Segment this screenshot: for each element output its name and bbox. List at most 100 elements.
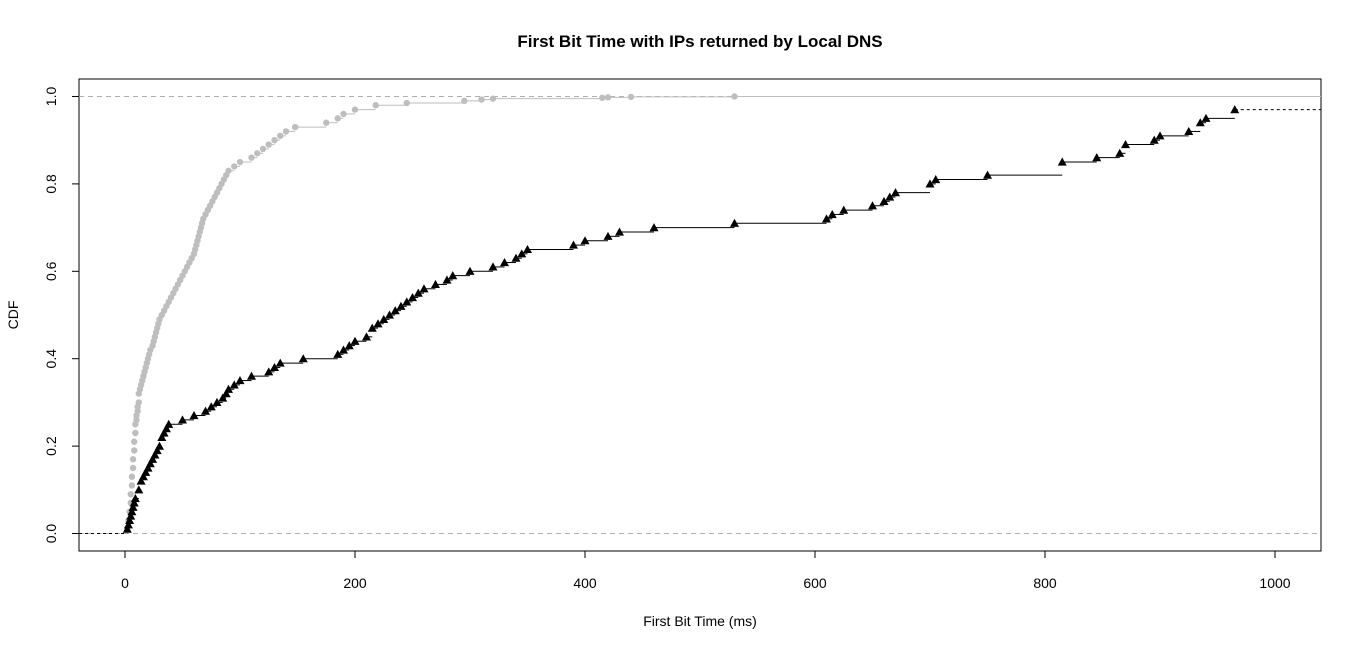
data-point-triangle: [1230, 105, 1240, 114]
data-point-circle: [248, 154, 255, 161]
data-point-circle: [334, 115, 341, 122]
data-point-triangle: [580, 236, 590, 245]
data-point-circle: [129, 464, 137, 472]
data-point-triangle: [152, 445, 162, 455]
data-point-triangle: [367, 323, 377, 332]
data-point-triangle: [1149, 135, 1159, 144]
data-point-triangle: [127, 507, 137, 516]
data-point-triangle: [390, 306, 400, 315]
data-point-circle: [128, 482, 136, 489]
data-point-circle: [403, 99, 410, 107]
data-point-circle: [340, 110, 347, 118]
data-point-triangle: [419, 284, 429, 293]
data-point-triangle: [396, 301, 406, 310]
data-point-circle: [478, 96, 485, 103]
data-point-circle: [461, 97, 468, 105]
data-point-triangle: [1057, 157, 1067, 166]
y-tick-label: 0.8: [43, 174, 59, 194]
data-point-triangle: [730, 218, 739, 227]
data-point-circle: [236, 158, 244, 166]
data-point-triangle: [431, 279, 440, 289]
data-point-triangle: [569, 240, 578, 249]
x-tick-label: 200: [343, 575, 367, 591]
data-point-triangle: [126, 511, 136, 520]
data-point-triangle: [891, 188, 900, 197]
data-point-triangle: [235, 376, 245, 385]
data-point-circle: [131, 438, 138, 445]
data-point-triangle: [125, 515, 135, 525]
data-point-circle: [135, 399, 142, 406]
data-point-triangle: [339, 345, 348, 354]
data-point-triangle: [201, 406, 210, 415]
data-point-triangle: [344, 341, 354, 350]
x-tick-label: 0: [121, 575, 129, 591]
data-point-circle: [372, 102, 379, 109]
data-point-triangle: [408, 293, 417, 302]
data-point-triangle: [150, 450, 160, 459]
data-point-triangle: [839, 205, 849, 214]
data-point-circle: [489, 95, 497, 102]
data-point-triangle: [138, 472, 148, 481]
data-point-triangle: [1155, 131, 1165, 140]
data-point-circle: [131, 447, 138, 454]
data-point-circle: [599, 94, 606, 101]
data-point-triangle: [983, 170, 992, 179]
data-point-circle: [282, 128, 290, 135]
data-point-circle: [351, 106, 359, 113]
data-point-triangle: [373, 319, 383, 328]
data-point-triangle: [879, 196, 889, 205]
data-point-triangle: [157, 432, 167, 441]
y-tick-label: 0.6: [43, 261, 59, 281]
data-point-triangle: [134, 485, 144, 494]
data-point-triangle: [500, 258, 509, 267]
data-point-triangle: [189, 411, 199, 420]
data-point-triangle: [130, 494, 140, 503]
data-point-circle: [271, 136, 278, 144]
data-point-triangle: [615, 227, 624, 236]
data-point-triangle: [442, 275, 452, 284]
data-point-triangle: [885, 192, 895, 201]
data-point-triangle: [136, 476, 146, 485]
data-point-triangle: [925, 179, 935, 188]
data-point-triangle: [123, 520, 133, 529]
data-point-triangle: [145, 459, 155, 468]
data-point-triangle: [264, 367, 274, 376]
y-tick-label: 0.0: [43, 524, 59, 544]
data-point-triangle: [129, 498, 139, 507]
data-point-triangle: [402, 297, 412, 306]
data-point-triangle: [350, 336, 360, 345]
data-point-triangle: [221, 389, 231, 398]
data-point-circle: [132, 429, 139, 437]
data-point-triangle: [206, 402, 216, 411]
y-axis: 0.0 0.2 0.4 0.6 0.8 1.0: [43, 87, 79, 544]
data-point-triangle: [298, 354, 308, 363]
data-point-triangle: [128, 502, 138, 511]
y-tick-label: 0.2: [43, 436, 59, 456]
data-point-circle: [254, 150, 261, 157]
data-point-triangle: [178, 415, 187, 424]
data-point-circle: [731, 93, 738, 100]
reference-lines: [79, 95, 1321, 535]
data-point-triangle: [649, 223, 659, 232]
data-point-circle: [259, 145, 267, 153]
x-tick-label: 400: [573, 575, 597, 591]
data-point-triangle: [148, 454, 158, 463]
data-point-triangle: [523, 244, 532, 254]
data-point-triangle: [224, 384, 233, 393]
y-tick-label: 1.0: [43, 87, 59, 107]
data-point-triangle: [362, 332, 371, 341]
data-point-circle: [231, 163, 238, 170]
data-point-triangle: [1184, 126, 1194, 136]
data-point-circle: [604, 94, 612, 101]
data-point-triangle: [1092, 153, 1102, 162]
chart-title: First Bit Time with IPs returned by Loca…: [517, 32, 882, 51]
data-point-triangle: [868, 201, 877, 210]
data-point-triangle: [465, 266, 475, 275]
data-point-circle: [128, 473, 136, 480]
data-point-triangle: [379, 314, 389, 323]
data-point-triangle: [517, 249, 527, 258]
x-tick-label: 600: [803, 575, 827, 591]
data-point-circle: [627, 93, 635, 101]
x-axis: 0 200 400 600 800 1000: [121, 551, 1291, 591]
